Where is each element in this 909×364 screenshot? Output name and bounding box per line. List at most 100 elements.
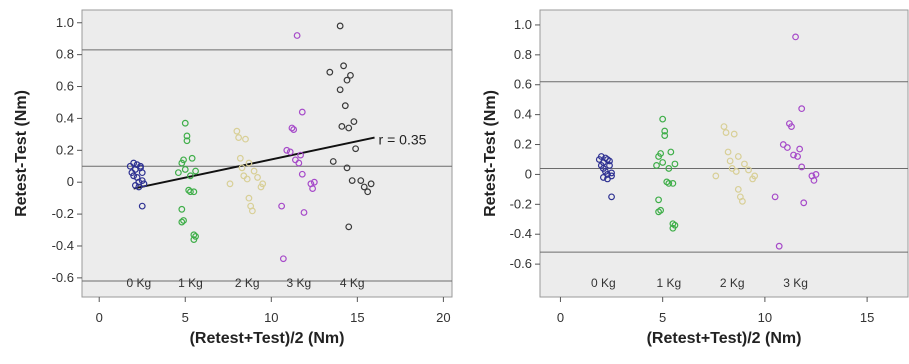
data-point — [181, 119, 189, 127]
data-point — [606, 162, 613, 169]
data-point — [187, 172, 194, 180]
regression-line — [133, 136, 375, 190]
correlation-annotation: r = 0.35 — [379, 131, 427, 147]
y-tick-label: 0 — [525, 166, 532, 181]
data-point — [235, 134, 243, 141]
data-point — [278, 202, 286, 210]
y-tick-label: 0.4 — [514, 107, 532, 122]
series-0-kg — [126, 159, 148, 210]
data-point — [665, 179, 673, 187]
data-point — [350, 118, 358, 126]
data-point — [745, 166, 752, 174]
data-point — [734, 185, 742, 193]
data-point — [669, 179, 677, 187]
data-point — [800, 199, 808, 207]
data-point — [661, 132, 669, 139]
data-point — [671, 160, 679, 168]
data-point — [364, 188, 372, 196]
data-point — [726, 157, 734, 165]
y-tick-label: 0.2 — [514, 137, 532, 152]
group-label: 2 Kg — [235, 276, 260, 290]
data-point — [348, 177, 356, 185]
data-point — [259, 180, 267, 188]
data-point — [794, 153, 801, 160]
data-point — [135, 183, 143, 191]
data-point — [657, 206, 665, 214]
data-point — [295, 159, 303, 167]
data-point — [286, 148, 294, 156]
y-tick-label: 1.0 — [514, 17, 532, 32]
data-point — [190, 236, 198, 244]
y-tick-label: -0.4 — [52, 238, 74, 253]
data-point — [248, 207, 256, 215]
group-label: 2 Kg — [720, 276, 745, 290]
y-tick-label: 0 — [67, 174, 74, 189]
data-point — [732, 168, 740, 175]
data-point — [788, 123, 795, 130]
group-label: 4 Kg — [340, 276, 365, 290]
x-tick-label: 5 — [182, 310, 189, 325]
y-tick-label: 1.0 — [56, 15, 74, 30]
y-axis-label: Retest-Test (Nm) — [13, 90, 30, 217]
series-1-kg — [653, 115, 679, 232]
data-point — [775, 242, 783, 250]
data-point — [254, 174, 261, 181]
group-label: 1 Kg — [656, 276, 681, 290]
data-point — [183, 132, 191, 140]
data-point — [190, 231, 198, 239]
data-point — [243, 175, 251, 183]
x-tick-label: 10 — [758, 310, 772, 325]
data-point — [226, 180, 234, 188]
y-tick-label: 0.8 — [56, 47, 74, 62]
data-point — [233, 127, 241, 135]
data-point — [131, 181, 139, 189]
y-tick-label: 0.6 — [514, 77, 532, 92]
data-point — [741, 160, 748, 168]
data-point — [340, 62, 347, 70]
data-point — [792, 33, 799, 41]
data-point — [336, 22, 344, 30]
y-tick-label: 0.4 — [56, 110, 74, 125]
group-label: 1 Kg — [178, 276, 203, 290]
data-point — [730, 130, 738, 138]
data-point — [293, 32, 301, 39]
data-point — [771, 193, 779, 201]
series-2-kg — [226, 127, 267, 215]
plot-area — [539, 9, 909, 298]
data-point — [130, 172, 138, 180]
data-point — [360, 183, 368, 191]
data-point — [790, 151, 797, 159]
data-point — [724, 148, 732, 156]
data-point — [661, 127, 669, 135]
data-point — [300, 209, 308, 216]
series-0-kg — [595, 153, 615, 201]
group-label: 0 Kg — [126, 276, 151, 290]
data-point — [669, 224, 677, 232]
data-point — [279, 255, 287, 263]
series-4-kg — [326, 22, 375, 231]
data-point — [367, 180, 375, 188]
data-point — [608, 172, 615, 180]
data-point — [236, 154, 244, 162]
data-point — [608, 169, 615, 177]
data-point — [290, 126, 298, 133]
data-point — [352, 145, 360, 153]
data-point — [783, 144, 791, 151]
plot-area — [81, 9, 453, 298]
data-point — [798, 105, 806, 113]
data-point — [138, 202, 146, 210]
y-tick-label: -0.6 — [510, 256, 532, 271]
data-point — [180, 217, 187, 224]
data-point — [242, 135, 249, 143]
data-point — [347, 71, 354, 79]
data-point — [288, 124, 296, 132]
y-tick-label: -0.2 — [510, 196, 532, 211]
data-point — [798, 163, 806, 171]
data-point — [180, 156, 187, 164]
data-point — [606, 157, 613, 165]
data-point — [283, 146, 291, 154]
data-point — [192, 167, 199, 175]
data-point — [190, 188, 198, 196]
